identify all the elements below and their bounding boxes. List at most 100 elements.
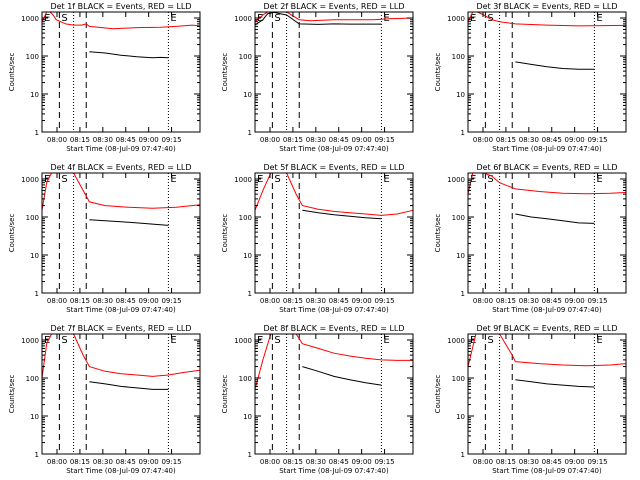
x-tick-label: 09:15 bbox=[161, 297, 181, 305]
y-tick-label: 1000 bbox=[234, 15, 252, 23]
events-series-line bbox=[515, 213, 595, 224]
plot-frame bbox=[41, 11, 201, 133]
plot-frame bbox=[254, 333, 414, 455]
x-tick-label: 08:00 bbox=[260, 458, 280, 466]
y-axis-label: Counts/sec bbox=[221, 214, 229, 253]
x-axis-label: Start Time (08-Jul-09 07:47:40) bbox=[66, 145, 176, 153]
marker-label: S bbox=[274, 174, 280, 185]
marker-label: S bbox=[61, 335, 67, 346]
panel-3: Det 3f BLACK = Events, RED = LLDESE11010… bbox=[434, 2, 627, 153]
events-series-line bbox=[254, 11, 382, 26]
y-axis-label: Counts/sec bbox=[8, 53, 16, 92]
y-tick-label: 100 bbox=[26, 214, 39, 222]
x-tick-label: 09:00 bbox=[139, 458, 159, 466]
y-tick-label: 1 bbox=[248, 290, 252, 298]
x-tick-label: 08:30 bbox=[93, 458, 113, 466]
y-tick-label: 100 bbox=[26, 53, 39, 61]
y-tick-label: 1 bbox=[35, 129, 39, 137]
x-axis-label: Start Time (08-Jul-09 07:47:40) bbox=[279, 145, 389, 153]
x-tick-label: 08:45 bbox=[329, 297, 349, 305]
y-tick-label: 10 bbox=[456, 91, 465, 99]
x-tick-label: 09:00 bbox=[352, 136, 372, 144]
y-axis-label: Counts/sec bbox=[8, 214, 16, 253]
plot-frame bbox=[41, 172, 201, 294]
marker-label: S bbox=[487, 174, 493, 185]
y-tick-label: 10 bbox=[30, 91, 39, 99]
x-tick-label: 08:00 bbox=[473, 297, 493, 305]
y-tick-label: 1 bbox=[461, 129, 465, 137]
y-tick-label: 1 bbox=[248, 129, 252, 137]
panel-7: Det 7f BLACK = Events, RED = LLDESE11010… bbox=[8, 324, 201, 475]
x-tick-label: 09:00 bbox=[352, 458, 372, 466]
x-tick-label: 08:00 bbox=[47, 297, 67, 305]
x-tick-label: 08:15 bbox=[496, 458, 516, 466]
x-tick-label: 08:45 bbox=[542, 136, 562, 144]
events-series-line bbox=[302, 366, 382, 386]
panel-4: Det 4f BLACK = Events, RED = LLDESE11010… bbox=[8, 163, 201, 314]
y-axis-label: Counts/sec bbox=[221, 375, 229, 414]
y-tick-label: 100 bbox=[452, 375, 465, 383]
marker-label: E bbox=[383, 335, 389, 346]
x-tick-label: 08:30 bbox=[306, 458, 326, 466]
x-tick-label: 08:15 bbox=[70, 136, 90, 144]
events-series-line bbox=[515, 379, 595, 388]
x-tick-label: 09:00 bbox=[139, 297, 159, 305]
marker-label: E bbox=[170, 13, 176, 24]
x-axis-label: Start Time (08-Jul-09 07:47:40) bbox=[492, 306, 602, 314]
marker-label: E bbox=[596, 174, 602, 185]
y-tick-label: 10 bbox=[243, 91, 252, 99]
x-tick-label: 08:00 bbox=[260, 136, 280, 144]
x-tick-label: 08:00 bbox=[473, 136, 493, 144]
panel-title: Det 9f BLACK = Events, RED = LLD bbox=[476, 324, 617, 333]
x-tick-label: 08:45 bbox=[329, 136, 349, 144]
y-tick-label: 100 bbox=[239, 375, 252, 383]
y-tick-label: 100 bbox=[26, 375, 39, 383]
y-tick-label: 1000 bbox=[447, 337, 465, 345]
y-tick-label: 1 bbox=[248, 451, 252, 459]
x-tick-label: 09:15 bbox=[587, 136, 607, 144]
events-series-line bbox=[302, 209, 382, 220]
x-tick-label: 09:15 bbox=[374, 458, 394, 466]
x-tick-label: 08:15 bbox=[496, 297, 516, 305]
marker-label: S bbox=[274, 13, 280, 24]
y-tick-label: 1000 bbox=[234, 337, 252, 345]
marker-label: E bbox=[383, 174, 389, 185]
x-tick-label: 09:00 bbox=[352, 297, 372, 305]
plot-frame bbox=[254, 172, 414, 294]
x-tick-label: 08:30 bbox=[519, 297, 539, 305]
y-tick-label: 100 bbox=[452, 53, 465, 61]
marker-label: E bbox=[596, 335, 602, 346]
panel-2: Det 2f BLACK = Events, RED = LLDESE11010… bbox=[221, 2, 414, 153]
panel-title: Det 7f BLACK = Events, RED = LLD bbox=[50, 324, 191, 333]
x-tick-label: 09:00 bbox=[565, 297, 585, 305]
y-tick-label: 10 bbox=[456, 413, 465, 421]
marker-label: E bbox=[170, 335, 176, 346]
y-tick-label: 100 bbox=[239, 214, 252, 222]
panel-8: Det 8f BLACK = Events, RED = LLDESE11010… bbox=[221, 324, 414, 475]
plot-frame bbox=[41, 333, 201, 455]
x-tick-label: 08:15 bbox=[283, 136, 303, 144]
x-tick-label: 09:00 bbox=[565, 458, 585, 466]
events-series-line bbox=[89, 381, 169, 390]
x-tick-label: 08:45 bbox=[116, 458, 136, 466]
marker-label: S bbox=[61, 13, 67, 24]
panel-title: Det 6f BLACK = Events, RED = LLD bbox=[476, 163, 617, 172]
y-tick-label: 1000 bbox=[21, 176, 39, 184]
y-tick-label: 10 bbox=[243, 252, 252, 260]
marker-label: E bbox=[596, 13, 602, 24]
x-tick-label: 08:00 bbox=[47, 136, 67, 144]
x-tick-label: 09:00 bbox=[139, 136, 159, 144]
x-axis-label: Start Time (08-Jul-09 07:47:40) bbox=[492, 145, 602, 153]
y-tick-label: 1000 bbox=[21, 15, 39, 23]
panel-title: Det 1f BLACK = Events, RED = LLD bbox=[50, 2, 191, 11]
x-tick-label: 08:45 bbox=[116, 297, 136, 305]
x-tick-label: 08:00 bbox=[473, 458, 493, 466]
x-tick-label: 08:30 bbox=[519, 458, 539, 466]
events-series-line bbox=[515, 61, 595, 70]
x-tick-label: 09:15 bbox=[374, 136, 394, 144]
y-axis-label: Counts/sec bbox=[434, 375, 442, 414]
x-tick-label: 08:30 bbox=[306, 136, 326, 144]
x-axis-label: Start Time (08-Jul-09 07:47:40) bbox=[66, 467, 176, 475]
x-tick-label: 08:30 bbox=[93, 136, 113, 144]
